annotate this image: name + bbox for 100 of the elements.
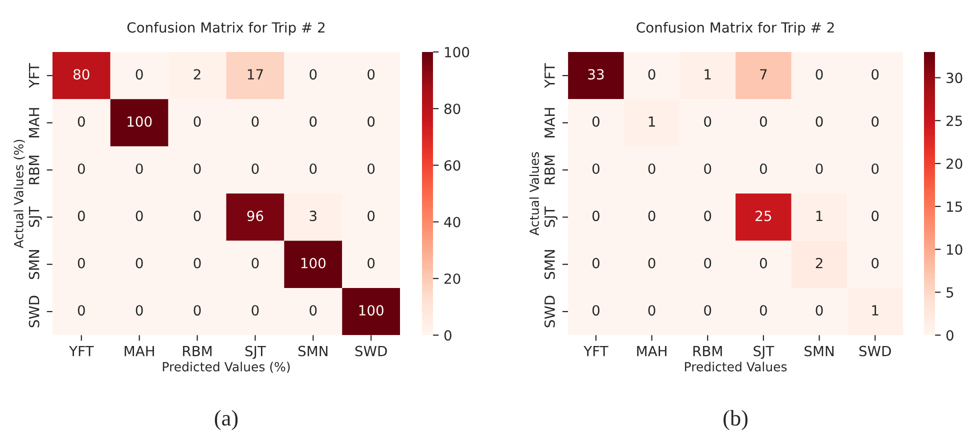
data-label: 0 bbox=[368, 210, 375, 222]
color-bar-label: 25 bbox=[946, 116, 962, 126]
data-label: 0 bbox=[592, 305, 600, 316]
x-tick-label: SJT bbox=[245, 346, 266, 359]
text: (b) bbox=[724, 410, 748, 430]
data-label: 0 bbox=[872, 258, 879, 268]
data-label: 100 bbox=[301, 258, 326, 268]
data-label: 2 bbox=[194, 69, 200, 80]
data-label: 0 bbox=[872, 116, 879, 127]
data-label: 0 bbox=[252, 163, 259, 174]
data-label: 0 bbox=[816, 163, 823, 174]
data-label: 0 bbox=[648, 69, 656, 80]
data-label: 96 bbox=[247, 210, 264, 222]
data-label: 2 bbox=[816, 258, 822, 268]
data-label: 0 bbox=[704, 116, 712, 127]
data-label: 0 bbox=[136, 305, 143, 316]
color-bar-label: 10 bbox=[947, 244, 962, 255]
x-tick-label: YFT bbox=[584, 346, 608, 356]
text: (a) bbox=[214, 410, 238, 430]
data-label: 80 bbox=[74, 69, 90, 80]
data-label: 0 bbox=[760, 258, 767, 268]
data-label: 0 bbox=[704, 210, 712, 222]
data-label: 0 bbox=[760, 305, 767, 316]
data-label: 0 bbox=[760, 116, 767, 127]
color-bar-label: 0 bbox=[946, 330, 954, 341]
color-bar-label: 0 bbox=[444, 330, 452, 341]
data-label: 0 bbox=[310, 305, 317, 316]
data-label: 0 bbox=[368, 258, 375, 268]
x-tick-label: SMN bbox=[804, 346, 834, 356]
data-label: 0 bbox=[194, 305, 201, 316]
y-tick-label: YFT bbox=[29, 63, 40, 88]
data-label: 1 bbox=[872, 305, 878, 316]
data-label: 0 bbox=[760, 163, 767, 174]
y-tick-label: SMN bbox=[28, 250, 40, 280]
data-label: 0 bbox=[136, 69, 143, 80]
data-label: 0 bbox=[704, 258, 712, 268]
data-label: 0 bbox=[252, 258, 259, 268]
data-label: 0 bbox=[310, 69, 317, 80]
data-label: 0 bbox=[78, 163, 85, 174]
data-label: 0 bbox=[136, 163, 143, 174]
data-label: 7 bbox=[760, 69, 767, 80]
data-label: 0 bbox=[368, 163, 375, 174]
data-label: 0 bbox=[648, 163, 656, 174]
data-label: 0 bbox=[816, 69, 823, 80]
data-label: 0 bbox=[78, 258, 85, 268]
data-label: 0 bbox=[194, 163, 201, 174]
y-tick-label: SJT bbox=[544, 206, 558, 227]
data-label: 25 bbox=[756, 210, 772, 222]
data-label: 0 bbox=[78, 116, 85, 127]
data-label: 33 bbox=[588, 69, 604, 80]
color-bar-label: 100 bbox=[445, 46, 470, 58]
data-label: 0 bbox=[648, 258, 656, 268]
y-tick-label: SWD bbox=[28, 296, 40, 328]
data-label: 0 bbox=[310, 163, 317, 174]
data-label: 0 bbox=[592, 210, 600, 222]
data-label: 0 bbox=[136, 210, 143, 222]
y-tick-label: RBM bbox=[29, 156, 40, 184]
x-tick-label: SMN bbox=[298, 346, 328, 356]
data-label: 0 bbox=[648, 305, 656, 316]
data-label: 1 bbox=[704, 69, 711, 80]
data-label: 0 bbox=[592, 116, 600, 127]
y-axis-title: Actual Values (%) bbox=[14, 140, 25, 248]
y-tick-label: SJT bbox=[28, 206, 42, 227]
data-label: 0 bbox=[194, 258, 201, 268]
chart-title: Confusion Matrix for Trip # 2 bbox=[127, 22, 324, 36]
data-label: 0 bbox=[592, 163, 600, 174]
x-tick-label: SWD bbox=[355, 346, 387, 356]
color-bar-label: 15 bbox=[947, 202, 962, 212]
x-tick-label: RBM bbox=[183, 346, 212, 356]
x-tick-label: MAH bbox=[637, 346, 666, 356]
data-label: 0 bbox=[78, 305, 85, 316]
color-bar-label: 20 bbox=[946, 158, 962, 169]
data-label: 0 bbox=[194, 116, 201, 127]
data-label: 0 bbox=[592, 258, 600, 268]
data-label: 0 bbox=[816, 116, 823, 127]
data-label: 0 bbox=[252, 116, 259, 127]
y-axis-title: Actual Values bbox=[529, 152, 539, 236]
data-label: 0 bbox=[194, 210, 201, 222]
data-label: 3 bbox=[310, 210, 316, 222]
data-label: 0 bbox=[310, 116, 317, 127]
x-axis-title: Predicted Values bbox=[685, 362, 787, 372]
color-bar-label: 5 bbox=[946, 287, 954, 298]
y-tick-label: MAH bbox=[544, 108, 555, 138]
data-label: 0 bbox=[368, 69, 375, 80]
data-label: 0 bbox=[872, 163, 879, 174]
x-tick-label: SWD bbox=[859, 346, 891, 356]
data-label: 0 bbox=[136, 258, 143, 268]
chart-title: Confusion Matrix for Trip # 2 bbox=[636, 22, 834, 36]
color-bar-label: 60 bbox=[444, 160, 460, 171]
y-tick-label: MAH bbox=[29, 108, 40, 138]
data-label: 17 bbox=[248, 69, 263, 80]
data-label: 0 bbox=[816, 305, 823, 316]
data-label: 1 bbox=[648, 116, 655, 127]
data-label: 0 bbox=[78, 210, 85, 222]
y-tick-label: RBM bbox=[544, 156, 555, 184]
y-tick-label: SMN bbox=[544, 250, 555, 280]
color-bar-label: 80 bbox=[444, 104, 460, 114]
data-label: 0 bbox=[252, 305, 259, 316]
data-label: 0 bbox=[704, 305, 712, 316]
color-bar-label: 20 bbox=[444, 273, 460, 284]
